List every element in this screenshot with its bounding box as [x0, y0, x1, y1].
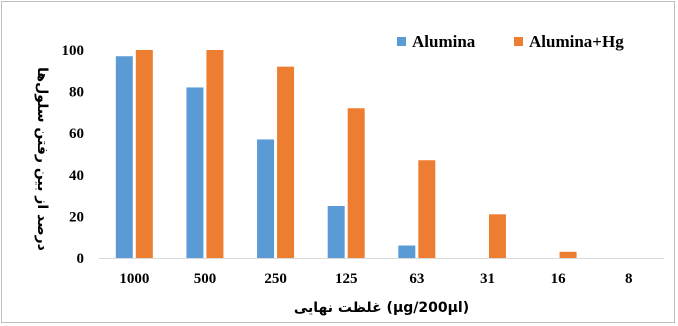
x-axis-ticks: 1000 500 250 125 63 31 16 8 — [119, 271, 632, 287]
y-tick-label: 40 — [69, 168, 84, 184]
bar-alumina-63 — [398, 245, 416, 258]
x-tick-label: 250 — [264, 271, 287, 287]
bar-alumina-hg-500 — [206, 50, 224, 258]
bar-alumina-250 — [257, 139, 275, 258]
bar-alumina-hg-63 — [418, 160, 436, 258]
y-axis-ticks: 0 20 40 60 80 100 — [62, 43, 85, 267]
x-tick-label: 125 — [335, 271, 358, 287]
x-tick-label: 8 — [625, 271, 633, 287]
x-tick-label: 1000 — [119, 271, 149, 287]
x-tick-label: 31 — [480, 271, 495, 287]
legend-label: Alumina+Hg — [529, 32, 624, 51]
bar-alumina-hg-16 — [559, 251, 577, 258]
x-axis-title: غلظت نهایی (µg/200µl) — [294, 300, 469, 316]
x-tick-label: 500 — [194, 271, 217, 287]
bar-alumina-hg-1000 — [135, 50, 153, 258]
legend-swatch — [397, 37, 406, 46]
bar-alumina-hg-31 — [488, 214, 506, 258]
y-tick-label: 80 — [69, 85, 84, 101]
y-axis-title: درصد از بین رفتن سلول‌ها — [34, 67, 50, 251]
legend-swatch — [514, 37, 523, 46]
bar-alumina-1000 — [115, 56, 133, 258]
y-tick-label: 100 — [62, 43, 85, 59]
y-tick-label: 20 — [69, 209, 84, 225]
bar-alumina-125 — [327, 206, 345, 258]
legend: Alumina Alumina+Hg — [397, 32, 624, 51]
legend-label: Alumina — [412, 32, 476, 51]
bar-alumina-500 — [186, 87, 204, 258]
bars — [115, 50, 577, 259]
y-tick-label: 60 — [69, 126, 84, 142]
bar-alumina-hg-250 — [277, 66, 295, 258]
y-tick-label: 0 — [77, 251, 85, 267]
x-tick-label: 63 — [409, 271, 424, 287]
x-tick-label: 16 — [551, 271, 567, 287]
bar-alumina-hg-125 — [347, 108, 365, 259]
